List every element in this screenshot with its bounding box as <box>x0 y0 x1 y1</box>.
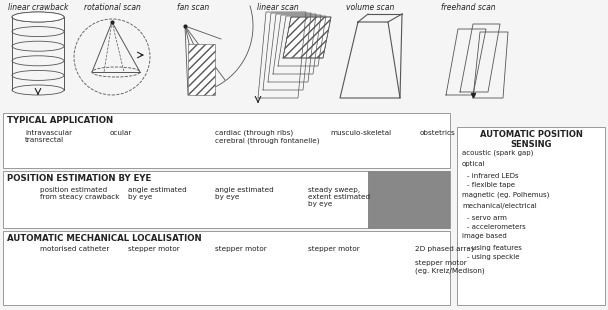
Bar <box>3 113 450 168</box>
Text: - servo arm: - servo arm <box>467 215 507 221</box>
Bar <box>368 171 450 228</box>
Text: volume scan: volume scan <box>346 3 394 12</box>
Text: musculo-skeletal: musculo-skeletal <box>330 130 391 136</box>
Text: cardiac (through ribs)
cerebral (through fontanelle): cardiac (through ribs) cerebral (through… <box>215 130 319 144</box>
Text: optical: optical <box>462 161 486 167</box>
Text: AUTOMATIC MECHANICAL LOCALISATION: AUTOMATIC MECHANICAL LOCALISATION <box>7 234 202 243</box>
Text: TYPICAL APPLICATION: TYPICAL APPLICATION <box>7 116 113 125</box>
Text: - accelerometers: - accelerometers <box>467 224 526 230</box>
Bar <box>457 127 605 305</box>
Text: fan scan: fan scan <box>177 3 209 12</box>
Bar <box>3 231 450 305</box>
Text: stepper motor: stepper motor <box>215 246 267 252</box>
Text: linear scan: linear scan <box>257 3 299 12</box>
Text: - infrared LEDs: - infrared LEDs <box>467 173 519 179</box>
Text: position estimated
from steacy crawback: position estimated from steacy crawback <box>40 187 120 200</box>
Polygon shape <box>188 44 215 95</box>
Text: angle estimated
by eye: angle estimated by eye <box>128 187 187 200</box>
Text: - using speckle: - using speckle <box>467 254 519 260</box>
Text: image based: image based <box>462 233 506 239</box>
Bar <box>3 171 450 228</box>
Text: angle estimated
by eye: angle estimated by eye <box>215 187 274 200</box>
Text: linear crawback: linear crawback <box>8 3 68 12</box>
Text: freehand scan: freehand scan <box>441 3 496 12</box>
Text: POSITION ESTIMATION BY EYE: POSITION ESTIMATION BY EYE <box>7 174 151 183</box>
Text: mechanical/electrical: mechanical/electrical <box>462 203 537 209</box>
Text: intravascular
transrectal: intravascular transrectal <box>25 130 72 143</box>
Ellipse shape <box>12 12 64 22</box>
Polygon shape <box>283 17 331 58</box>
Text: - using features: - using features <box>467 245 522 251</box>
Text: steady sweep,
extent estimated
by eye: steady sweep, extent estimated by eye <box>308 187 370 207</box>
Text: motorised catheter: motorised catheter <box>40 246 109 252</box>
Text: ocular: ocular <box>110 130 133 136</box>
Text: magnetic (eg. Polhemus): magnetic (eg. Polhemus) <box>462 191 550 197</box>
Text: 2D phased array

stepper motor
(eg. Kreiz/Medison): 2D phased array stepper motor (eg. Kreiz… <box>415 246 485 273</box>
Text: stepper motor: stepper motor <box>128 246 180 252</box>
Text: AUTOMATIC POSITION
SENSING: AUTOMATIC POSITION SENSING <box>480 130 582 149</box>
Text: - flexible tape: - flexible tape <box>467 182 515 188</box>
Text: rotational scan: rotational scan <box>83 3 140 12</box>
Text: stepper motor: stepper motor <box>308 246 360 252</box>
Text: acoustic (spark gap): acoustic (spark gap) <box>462 149 533 156</box>
Text: obstetrics: obstetrics <box>420 130 456 136</box>
